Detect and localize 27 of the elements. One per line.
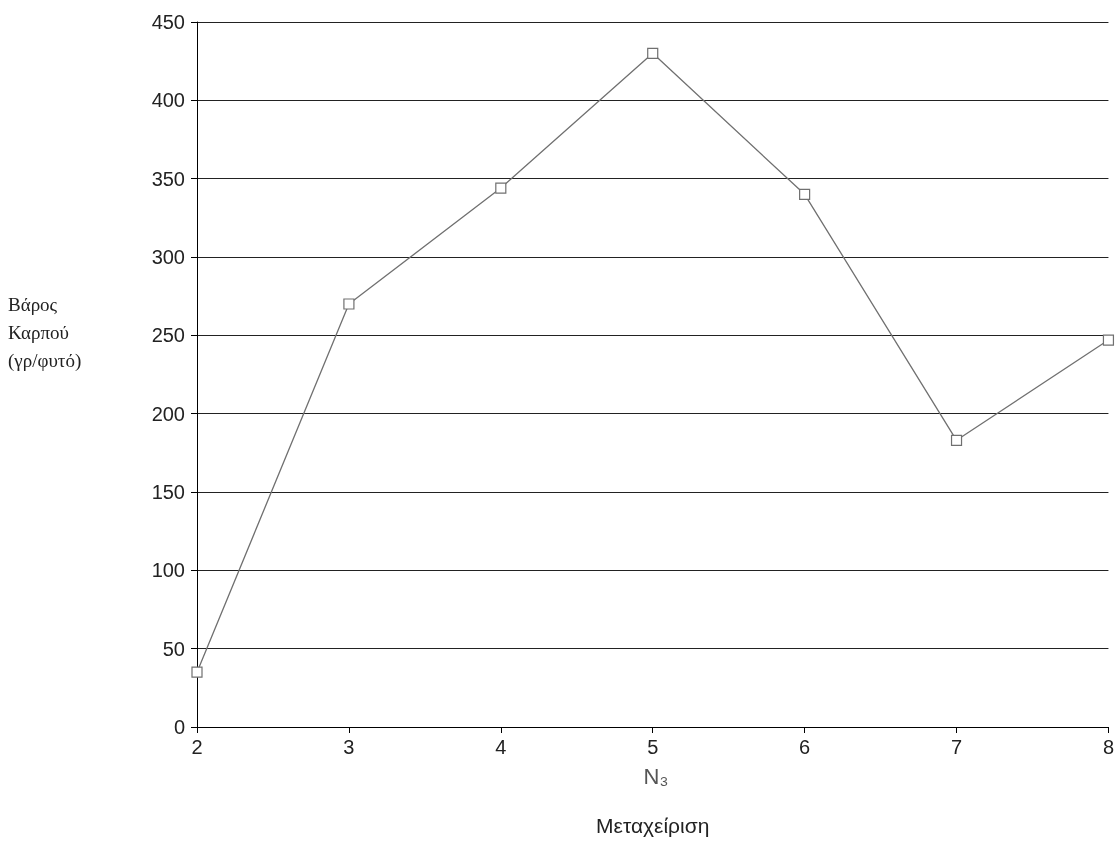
- x-axis-title: Μεταχείριση: [596, 814, 710, 837]
- y-tick-label: 450: [151, 11, 185, 33]
- y-tick-label: 50: [162, 637, 185, 660]
- y-axis-title: Βάρος Καρπού (γρ/φυτό): [8, 293, 82, 372]
- y-tick-label: 100: [151, 559, 185, 582]
- y-tick-label: 0: [173, 716, 185, 738]
- y-tick-label: 250: [151, 324, 185, 347]
- x-tick-label: 2: [191, 736, 203, 758]
- x-tick-label: 7: [950, 736, 963, 758]
- point: [647, 47, 659, 59]
- y-tick-label: 150: [151, 481, 185, 503]
- x-tick-label: 8: [1102, 736, 1114, 758]
- point: [950, 434, 963, 446]
- text: N₃: [643, 763, 669, 789]
- y-tick-label: 200: [151, 402, 185, 425]
- x-tick-label: 4: [495, 736, 507, 758]
- y-tick-label: 400: [151, 89, 185, 112]
- point: [343, 298, 355, 310]
- y-tick-label: 350: [151, 167, 185, 190]
- y-tick-label: 300: [151, 246, 185, 268]
- point: [495, 182, 507, 194]
- x-tick-label: 6: [799, 736, 811, 758]
- x-tick-label: 3: [343, 736, 355, 758]
- point: [799, 188, 811, 200]
- x-tick-label: 5: [647, 736, 659, 758]
- point: [1102, 334, 1115, 346]
- point: [191, 666, 203, 678]
